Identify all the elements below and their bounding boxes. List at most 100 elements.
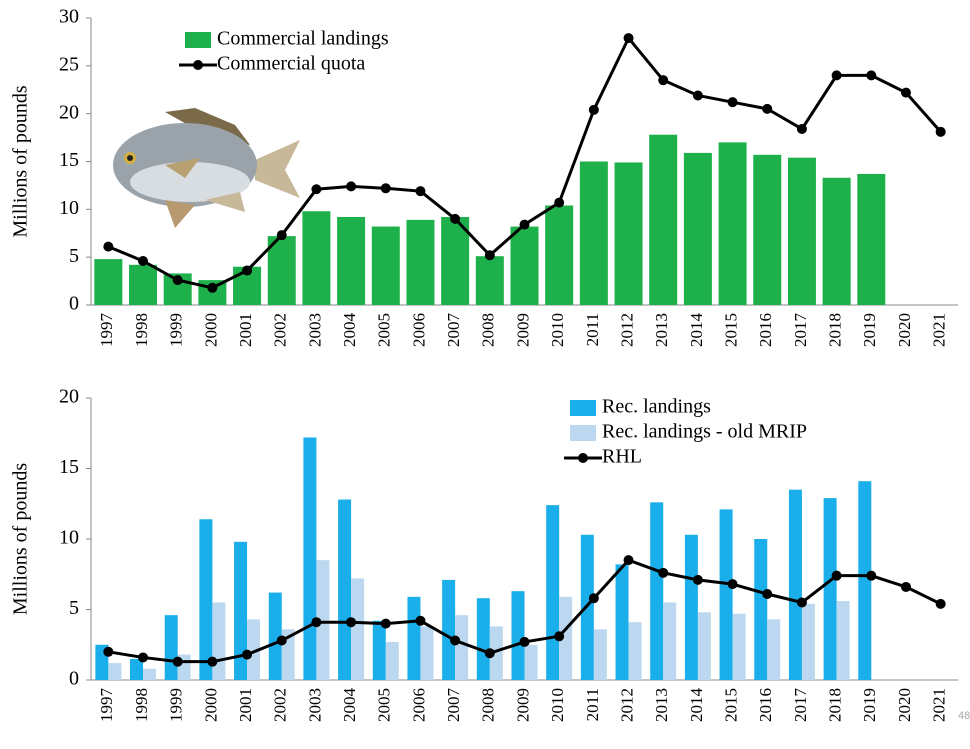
bar [129, 264, 158, 305]
x-tick-label: 2018 [826, 688, 845, 722]
x-tick-label: 2003 [305, 688, 324, 722]
x-tick-label: 1998 [132, 688, 151, 722]
x-tick-label: 2013 [652, 313, 671, 347]
page-number: 48 [958, 710, 970, 722]
legend-swatch [570, 400, 596, 416]
line-marker [658, 75, 669, 86]
x-tick-label: 2016 [756, 688, 775, 722]
y-tick-label: 10 [59, 527, 79, 549]
bar [476, 598, 490, 680]
bar [420, 626, 434, 680]
bar [788, 489, 802, 680]
bar [718, 142, 747, 305]
bar [303, 437, 317, 680]
x-tick-label: 2020 [895, 688, 914, 722]
bar [719, 509, 733, 680]
line-marker [866, 570, 877, 581]
x-tick-label: 2002 [271, 313, 290, 347]
bar [475, 256, 504, 305]
x-tick-label: 2020 [895, 313, 914, 347]
x-tick-label: 1997 [97, 313, 116, 348]
bar [351, 578, 365, 680]
y-tick-label: 5 [69, 597, 79, 619]
line-marker [242, 649, 253, 660]
line-marker [866, 70, 877, 81]
line-marker [554, 631, 565, 642]
line-marker [276, 635, 287, 646]
y-tick-label: 5 [69, 245, 79, 267]
line-marker [380, 618, 391, 629]
bar [857, 173, 886, 305]
line-marker [311, 617, 322, 628]
line-marker [242, 265, 253, 276]
line-marker [900, 581, 911, 592]
x-tick-label: 2019 [860, 688, 879, 722]
x-tick-label: 2011 [583, 688, 602, 721]
bar [787, 157, 816, 305]
legend-label: RHL [602, 446, 642, 468]
bar [614, 162, 643, 305]
bar [338, 499, 352, 680]
fish-illustration [113, 108, 300, 228]
bar [822, 177, 851, 305]
line-marker [692, 574, 703, 585]
x-tick-label: 2008 [479, 313, 498, 347]
line-marker [380, 183, 391, 194]
line-marker [415, 186, 426, 197]
line-marker [172, 275, 183, 286]
line-marker [346, 617, 357, 628]
x-tick-label: 2015 [721, 313, 740, 347]
x-tick-label: 2021 [930, 313, 949, 347]
y-tick-label: 15 [59, 456, 79, 478]
line-marker [935, 598, 946, 609]
bar [130, 658, 144, 680]
x-tick-label: 2009 [513, 313, 532, 347]
bar [663, 602, 677, 680]
line-marker [727, 579, 738, 590]
line-marker [450, 635, 461, 646]
x-tick-label: 2009 [513, 688, 532, 722]
x-tick-label: 2011 [583, 313, 602, 346]
line-marker [900, 87, 911, 98]
y-tick-label: 0 [69, 293, 79, 315]
y-tick-label: 0 [69, 668, 79, 690]
line-marker [796, 123, 807, 134]
bar [247, 619, 261, 680]
bar [94, 259, 123, 305]
x-tick-label: 1999 [167, 313, 186, 347]
bar [858, 481, 872, 680]
x-tick-label: 2005 [375, 313, 394, 347]
bar [268, 592, 282, 680]
x-tick-label: 2001 [236, 313, 255, 347]
y-tick-label: 20 [59, 101, 79, 123]
legend-swatch [185, 32, 211, 48]
bar [823, 498, 837, 680]
x-tick-label: 2007 [444, 688, 463, 723]
line-marker [796, 597, 807, 608]
x-tick-label: 2012 [617, 313, 636, 347]
line-marker [623, 33, 634, 44]
bar [801, 603, 815, 680]
bar [511, 591, 525, 680]
legend-swatch [570, 425, 596, 441]
bar [442, 579, 456, 680]
bar [302, 211, 331, 305]
line-marker [935, 126, 946, 137]
bar [628, 622, 642, 680]
bar [199, 519, 213, 680]
bar [455, 615, 469, 680]
bar [683, 152, 712, 305]
x-tick-label: 2016 [756, 313, 775, 347]
bar [108, 663, 122, 680]
x-tick-label: 2012 [617, 688, 636, 722]
bar [164, 615, 178, 680]
bar [337, 216, 366, 305]
line-marker [692, 90, 703, 101]
bar [754, 539, 768, 680]
line-marker [138, 652, 149, 663]
bar [579, 161, 608, 305]
line-marker [519, 219, 530, 230]
line-marker [415, 615, 426, 626]
bar [267, 236, 296, 305]
